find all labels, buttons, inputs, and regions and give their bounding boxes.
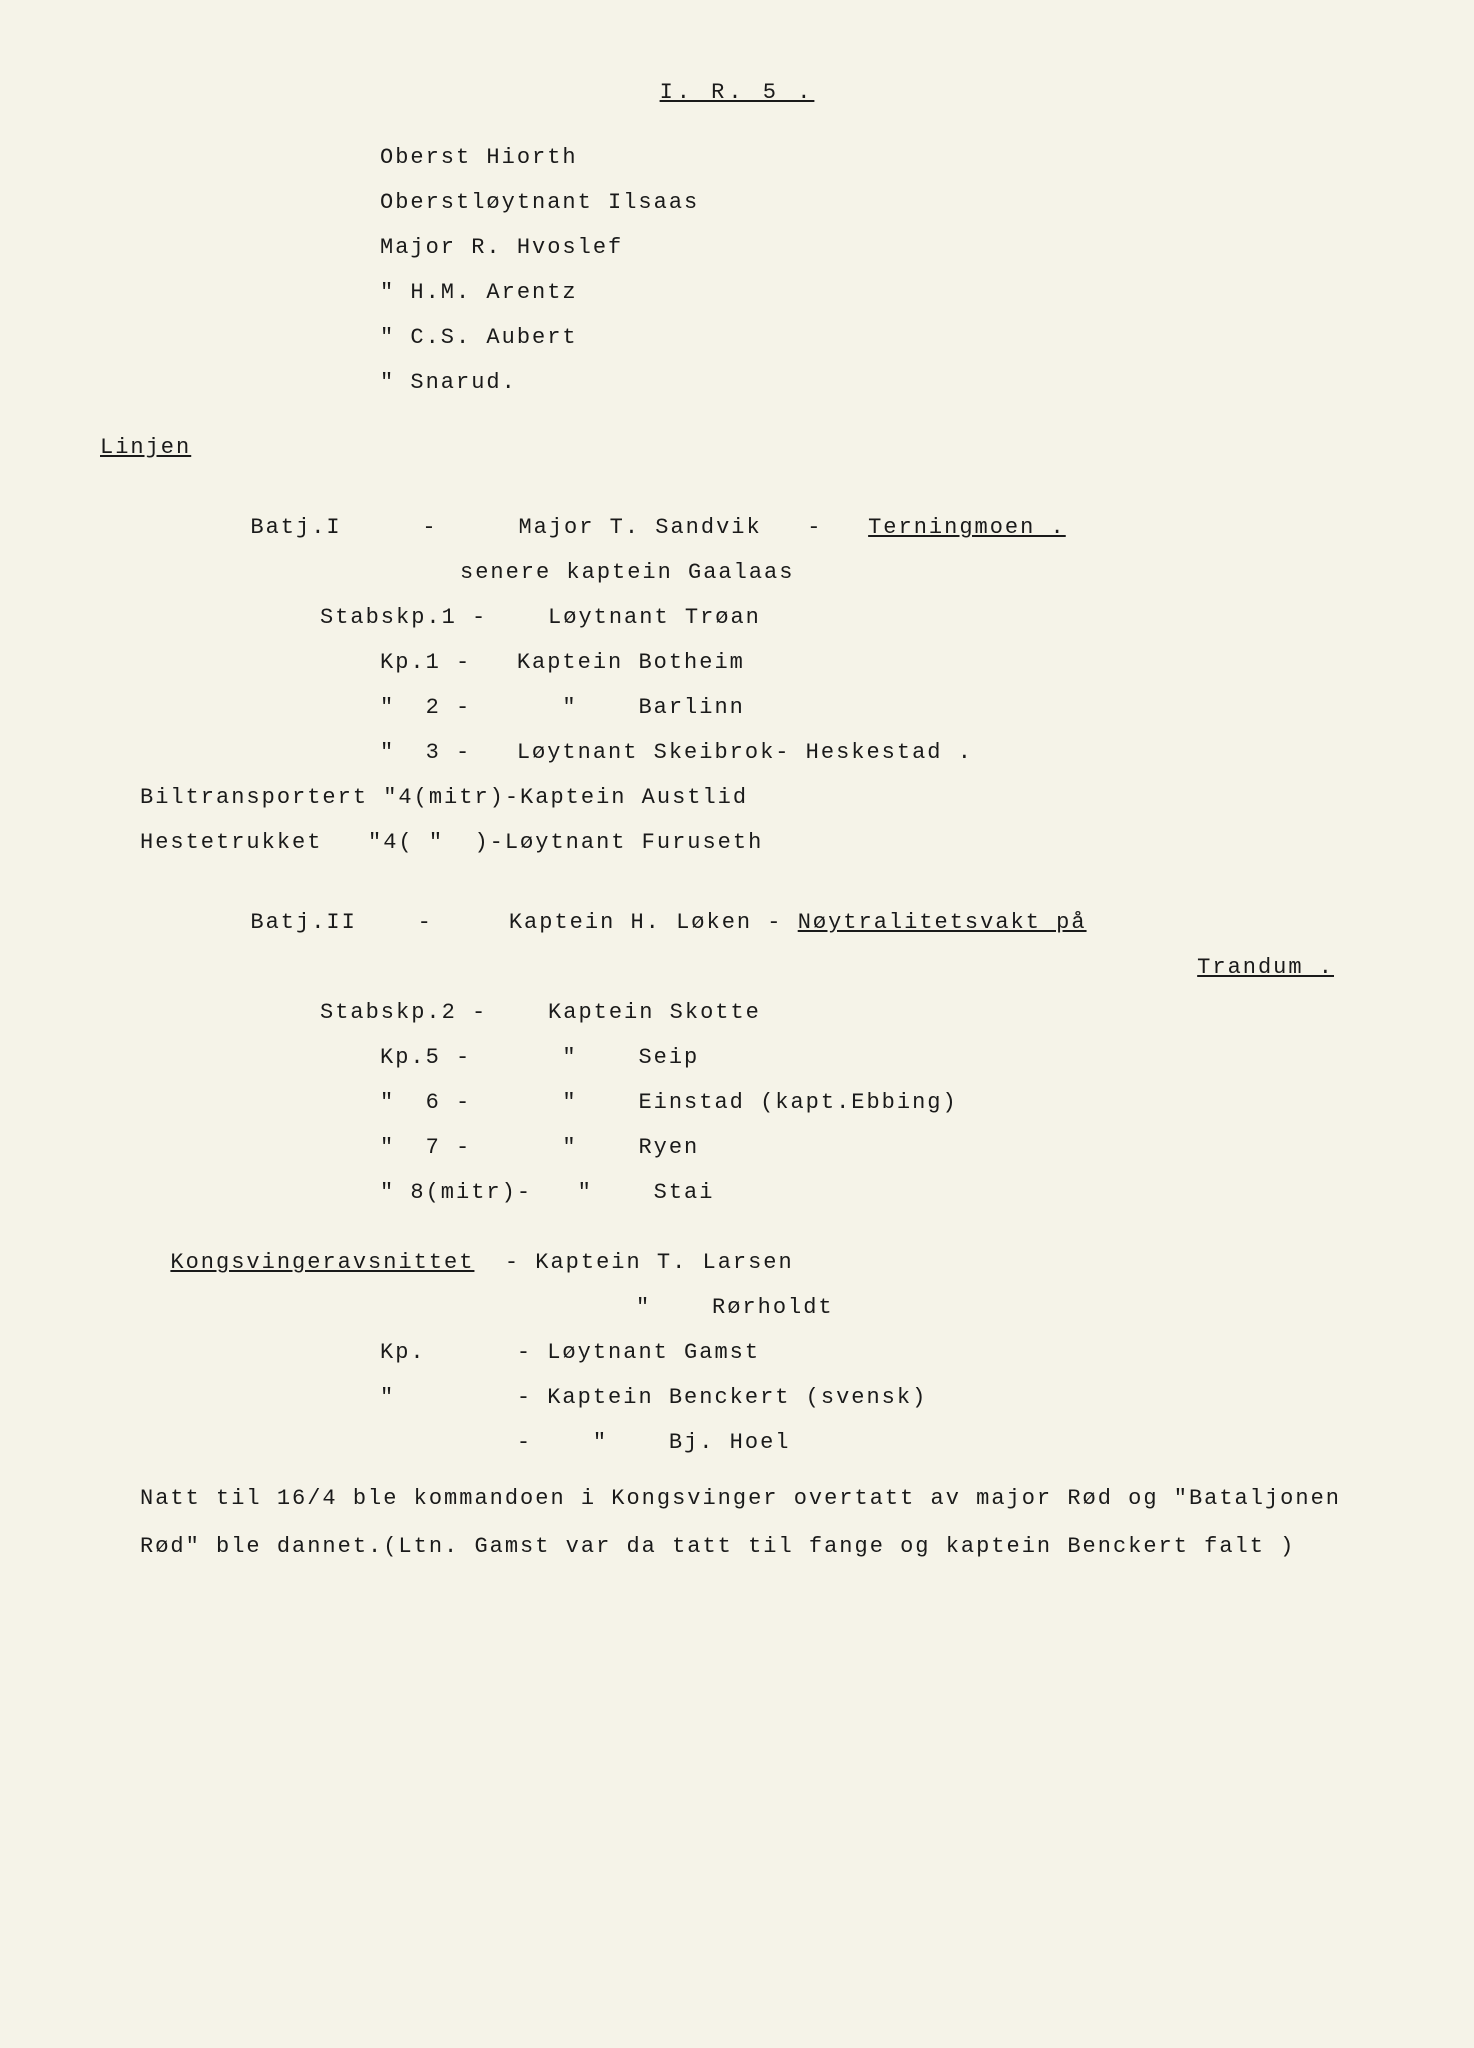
unit-label: Kp.1 [380, 650, 441, 675]
unit-label: Kp.5 [380, 1045, 441, 1070]
batj2-location-row: Trandum . [100, 955, 1374, 980]
unit-label: " 2 [380, 695, 441, 720]
unit-commander: " Einstad (kapt.Ebbing) [517, 1090, 958, 1115]
staff-row: Oberst Hiorth [380, 145, 1374, 170]
unit-label: " [380, 1385, 410, 1410]
unit-row: " 3 - Løytnant Skeibrok- Heskestad . [380, 740, 1374, 765]
unit-commander: " Ryen [517, 1135, 699, 1160]
unit-row: Kp.1 - Kaptein Botheim [380, 650, 1374, 675]
unit-label: " 3 [380, 740, 441, 765]
unit-label: " 8(mitr) [380, 1180, 517, 1205]
unit-commander: Kaptein Botheim [517, 650, 745, 675]
batj2-label: Batj.II [250, 910, 356, 935]
footer-note: Natt til 16/4 ble kommandoen i Kongsving… [140, 1475, 1374, 1572]
unit-row: Stabskp.2 - Kaptein Skotte [320, 1000, 1374, 1025]
batj2-duty: Nøytralitetsvakt på [798, 910, 1087, 935]
transport-row: Hestetrukket "4( " )-Løytnant Furuseth [140, 830, 1374, 855]
unit-row: " 6 - " Einstad (kapt.Ebbing) [380, 1090, 1374, 1115]
batj2-row: Batj.II - Kaptein H. Løken - Nøytralitet… [220, 885, 1374, 935]
unit-label: Kp. [380, 1340, 426, 1365]
batj1-row: Batj.I - Major T. Sandvik - Terningmoen … [220, 490, 1374, 540]
staff-row: " H.M. Arentz [380, 280, 1374, 305]
unit-commander: - " Bj. Hoel [517, 1430, 791, 1455]
staff-row: Major R. Hvoslef [380, 235, 1374, 260]
unit-row: " 2 - " Barlinn [380, 695, 1374, 720]
dash: - [762, 515, 868, 540]
batj2-commander: Kaptein H. Løken [509, 910, 752, 935]
unit-commander: " Barlinn [517, 695, 745, 720]
batj2-location: Trandum . [1197, 955, 1334, 980]
unit-label: Stabskp.1 [320, 605, 457, 630]
linjen-header: Linjen [100, 435, 1374, 460]
unit-commander: - Løytnant Gamst [517, 1340, 760, 1365]
batj1-label: Batj.I [250, 515, 341, 540]
unit-row: Kp. - Løytnant Gamst [380, 1340, 1374, 1365]
transport-row: Biltransportert "4(mitr)-Kaptein Austlid [140, 785, 1374, 810]
batj1-succession: senere kaptein Gaalaas [460, 560, 1374, 585]
staff-list: Oberst Hiorth Oberstløytnant Ilsaas Majo… [380, 145, 1374, 395]
kongsvinger-header: Kongsvingeravsnittet [170, 1250, 474, 1275]
unit-commander: Løytnant Skeibrok- Heskestad . [517, 740, 973, 765]
unit-row: - " Bj. Hoel [380, 1430, 1374, 1455]
batj1-location: Terningmoen . [868, 515, 1066, 540]
unit-row: Kp.5 - " Seip [380, 1045, 1374, 1070]
unit-row: Stabskp.1 - Løytnant Trøan [320, 605, 1374, 630]
unit-row: " 8(mitr)- " Stai [380, 1180, 1374, 1205]
unit-commander: " Seip [517, 1045, 699, 1070]
unit-label [380, 1430, 410, 1455]
batj1-commander: Major T. Sandvik [518, 515, 761, 540]
dash: - [357, 910, 509, 935]
staff-row: " Snarud. [380, 370, 1374, 395]
unit-commander: - Kaptein Benckert (svensk) [517, 1385, 927, 1410]
unit-label: " 7 [380, 1135, 441, 1160]
kongsvinger-row: Kongsvingeravsnittet - Kaptein T. Larsen [140, 1225, 1374, 1275]
unit-commander: Kaptein Skotte [548, 1000, 761, 1025]
unit-row: " 7 - " Ryen [380, 1135, 1374, 1160]
kongsvinger-cmd: - Kaptein T. Larsen [505, 1250, 794, 1275]
unit-commander: " Stai [532, 1180, 714, 1205]
dash: - [362, 515, 499, 540]
kongsvinger-cmd2: " Rørholdt [560, 1295, 1374, 1320]
unit-commander: Løytnant Trøan [548, 605, 761, 630]
staff-row: " C.S. Aubert [380, 325, 1374, 350]
unit-row: " - Kaptein Benckert (svensk) [380, 1385, 1374, 1410]
unit-label: " 6 [380, 1090, 441, 1115]
staff-row: Oberstløytnant Ilsaas [380, 190, 1374, 215]
document-title: I. R. 5 . [100, 80, 1374, 105]
unit-label: Stabskp.2 [320, 1000, 457, 1025]
